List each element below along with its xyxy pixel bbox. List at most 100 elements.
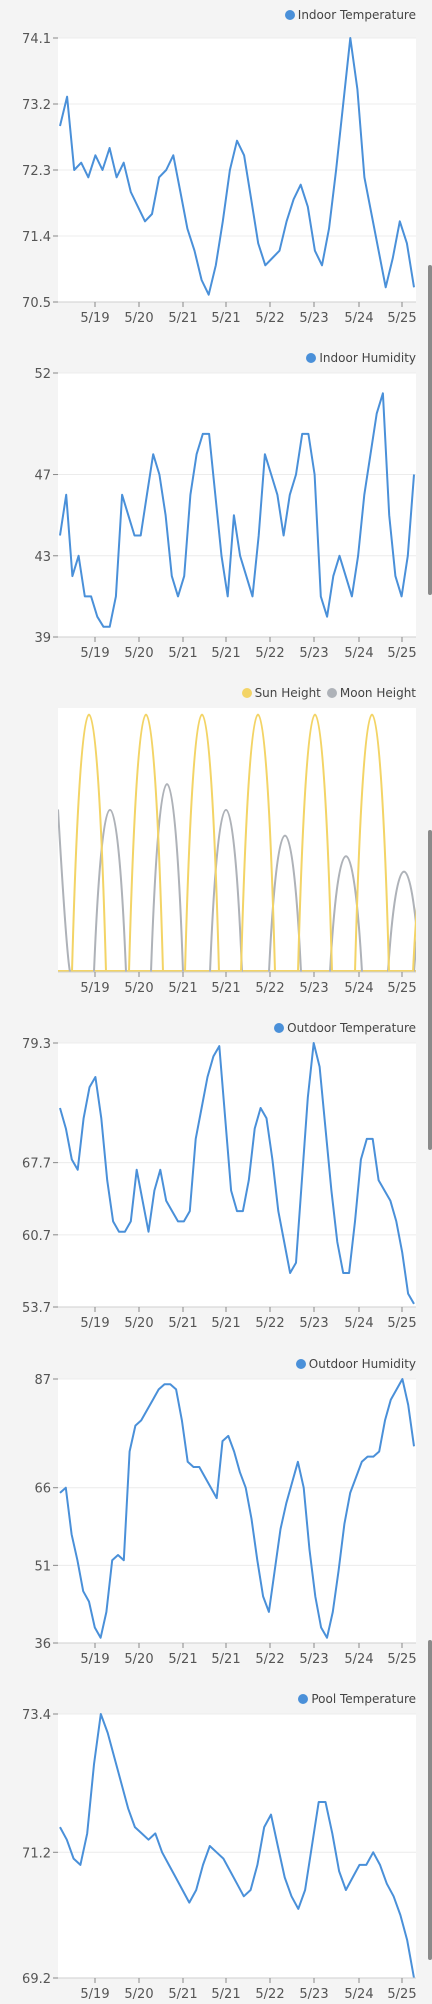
x-tick-label: 5/24 [344, 981, 373, 996]
scrollbar-2[interactable] [428, 830, 432, 1150]
legend-label: Indoor Temperature [297, 8, 416, 22]
series-arch [329, 855, 363, 972]
x-tick-label: 5/22 [255, 646, 284, 661]
legend-item[interactable]: Sun Height [241, 686, 321, 700]
x-tick-label: 5/19 [80, 646, 109, 661]
legend-label: Pool Temperature [311, 1692, 416, 1706]
x-tick-label: 5/23 [299, 1652, 328, 1667]
chart-panel: Indoor Humidity 52 47 43 39 5/19 5/20 5/21 5/21 5… [0, 349, 432, 663]
chart-panel: Indoor Temperature 74.1 73.2 72.3 71.4 70.5 5/… [0, 6, 432, 328]
chart-svg: 52 47 43 39 5/19 5/20 5/21 5/21 5/22 5/23 5/24 5/25 [34, 367, 416, 661]
series-arch [150, 783, 184, 972]
x-tick-label: 5/23 [299, 1316, 328, 1331]
x-tick-label: 5/19 [80, 1987, 109, 2002]
y-tick-label: 60.7 [22, 1229, 51, 1244]
chart-legend[interactable]: Indoor Temperature [284, 6, 416, 24]
chart-legend[interactable]: Outdoor Temperature [274, 1019, 416, 1037]
x-tick-label: 5/19 [80, 981, 109, 996]
legend-dot-icon [298, 1694, 309, 1704]
legend-label: Outdoor Humidity [308, 1357, 416, 1371]
series-line [59, 392, 415, 628]
series-line [59, 1713, 415, 1979]
y-tick-label: 74.1 [22, 32, 51, 47]
x-tick-label: 5/21 [168, 646, 197, 661]
series-arch [297, 713, 333, 972]
plot-area [58, 708, 416, 972]
x-tick-label: 5/22 [255, 1987, 284, 2002]
plot-area [58, 1714, 416, 1978]
y-tick-label: 73.2 [22, 98, 51, 113]
x-tick-label: 5/22 [255, 311, 284, 326]
plot-area [58, 1043, 416, 1307]
legend-item[interactable]: Indoor Humidity [306, 351, 416, 365]
legend-item[interactable]: Indoor Temperature [284, 8, 416, 22]
legend-dot-icon [326, 688, 337, 698]
legend-item[interactable]: Pool Temperature [298, 1692, 416, 1706]
x-tick-label: 5/23 [299, 311, 328, 326]
legend-dot-icon [284, 10, 295, 20]
y-tick-label: 71.4 [22, 230, 51, 245]
chart-legend[interactable]: Indoor Humidity [306, 349, 416, 367]
plot-area [58, 373, 416, 637]
legend-item[interactable]: Outdoor Temperature [274, 1021, 416, 1035]
y-tick-label: 47 [34, 469, 51, 484]
series-arch [93, 808, 127, 972]
legend-label: Indoor Humidity [319, 351, 416, 365]
x-tick-label: 5/21 [211, 1987, 240, 2002]
legend-item[interactable]: Outdoor Humidity [295, 1357, 416, 1371]
y-tick-label: 79.3 [22, 1037, 51, 1052]
x-tick-label: 5/20 [124, 1316, 153, 1331]
series-line [59, 1378, 415, 1639]
scrollbar-1[interactable] [428, 265, 432, 595]
series-arch [387, 870, 416, 972]
y-tick-label: 43 [34, 550, 51, 565]
x-tick-label: 5/25 [387, 1316, 416, 1331]
y-tick-label: 70.5 [22, 296, 51, 311]
legend-item[interactable]: Moon Height [326, 686, 416, 700]
plot-area [58, 1379, 416, 1643]
legend-dot-icon [306, 353, 317, 363]
x-tick-label: 5/23 [299, 1987, 328, 2002]
chart-svg: 73.4 71.2 69.2 5/19 5/20 5/21 5/21 5/22 5/23 5/24… [22, 1708, 417, 2002]
x-tick-label: 5/20 [124, 981, 153, 996]
x-tick-label: 5/21 [211, 1316, 240, 1331]
x-tick-label: 5/20 [124, 1987, 153, 2002]
chart-legend[interactable]: Outdoor Humidity [295, 1355, 416, 1373]
x-tick-label: 5/25 [387, 646, 416, 661]
chart-legend[interactable]: Sun Height Moon Height [241, 684, 416, 702]
chart-legend[interactable]: Pool Temperature [298, 1690, 416, 1708]
x-tick-label: 5/21 [211, 311, 240, 326]
x-tick-label: 5/21 [168, 1987, 197, 2002]
y-tick-label: 39 [34, 631, 51, 646]
x-tick-label: 5/22 [255, 981, 284, 996]
y-tick-label: 51 [34, 1559, 51, 1574]
series-arch [209, 808, 243, 972]
x-tick-label: 5/21 [168, 1652, 197, 1667]
y-tick-label: 87 [34, 1373, 51, 1388]
x-tick-label: 5/23 [299, 646, 328, 661]
series-arch [128, 713, 164, 972]
x-tick-label: 5/20 [124, 1652, 153, 1667]
series-arch [58, 809, 71, 972]
x-tick-label: 5/22 [255, 1316, 284, 1331]
x-tick-label: 5/19 [80, 1316, 109, 1331]
y-tick-label: 52 [34, 367, 51, 382]
x-tick-label: 5/24 [344, 1987, 373, 2002]
legend-label: Sun Height [254, 686, 321, 700]
y-tick-label: 53.7 [22, 1301, 51, 1316]
series-arch [184, 713, 220, 972]
legend-dot-icon [295, 1359, 306, 1369]
x-tick-label: 5/24 [344, 1652, 373, 1667]
x-tick-label: 5/21 [211, 646, 240, 661]
scrollbar-3[interactable] [428, 1640, 432, 1960]
x-tick-label: 5/25 [387, 1652, 416, 1667]
y-tick-label: 66 [34, 1482, 51, 1497]
legend-label: Moon Height [339, 686, 416, 700]
x-tick-label: 5/24 [344, 646, 373, 661]
chart-panel: Outdoor Humidity 87 66 51 36 5/19 5/20 5/21 5/21… [0, 1355, 432, 1669]
y-tick-label: 69.2 [22, 1972, 51, 1987]
y-tick-label: 71.2 [22, 1846, 51, 1861]
x-tick-label: 5/19 [80, 311, 109, 326]
chart-svg: 87 66 51 36 5/19 5/20 5/21 5/21 5/22 5/23 5/24 5/25 [34, 1373, 416, 1667]
x-tick-label: 5/23 [299, 981, 328, 996]
